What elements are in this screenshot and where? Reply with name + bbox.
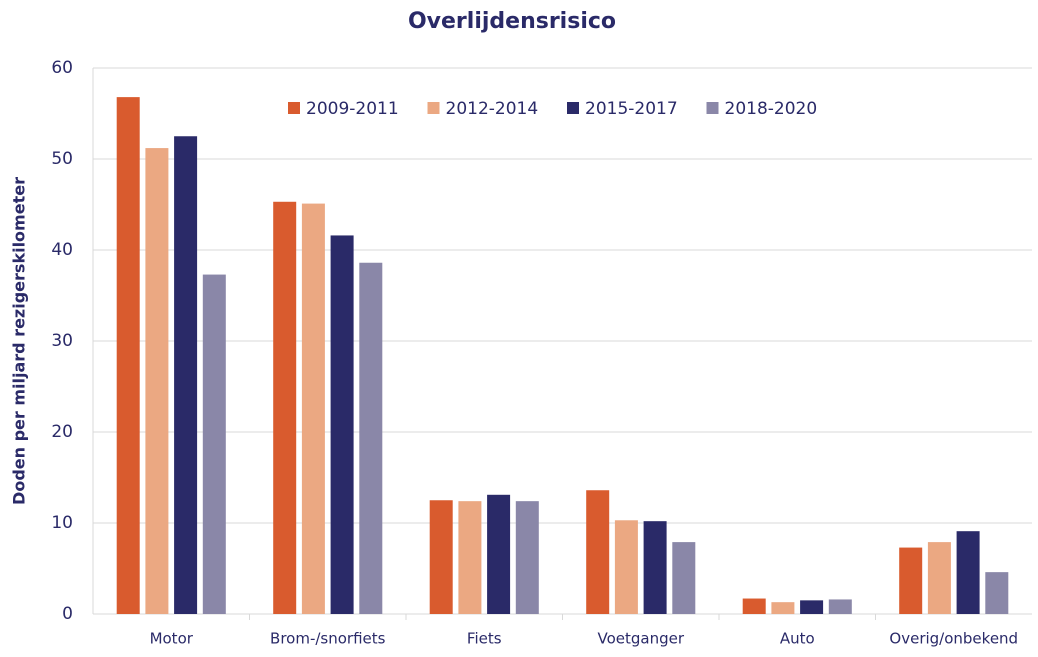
y-tick-label: 40 [51, 240, 73, 260]
x-tick-label: Motor [150, 630, 194, 648]
legend-swatch [706, 102, 719, 114]
legend-label: 2015-2017 [585, 99, 678, 119]
bar [899, 547, 923, 614]
bar [956, 531, 980, 614]
bar [359, 262, 383, 614]
y-tick-label: 50 [51, 149, 73, 169]
y-axis-label: Doden per miljard rezigerskilometer [10, 177, 29, 505]
bar [672, 542, 696, 614]
bar [742, 598, 766, 614]
legend-label: 2012-2014 [446, 99, 539, 119]
bar [116, 97, 140, 615]
x-tick-label: Voetganger [597, 630, 684, 648]
y-tick-label: 10 [51, 513, 73, 533]
bar [429, 500, 453, 614]
bar [273, 201, 297, 614]
y-tick-label: 20 [51, 422, 73, 442]
legend-label: 2009-2011 [306, 99, 399, 119]
bar [458, 501, 482, 614]
legend-swatch [288, 102, 300, 114]
bar [515, 501, 539, 614]
bar [301, 203, 325, 614]
y-tick-label: 60 [51, 58, 73, 78]
y-tick-label: 30 [51, 331, 73, 351]
bar [586, 490, 610, 614]
bar [174, 136, 198, 614]
x-tick-label: Fiets [467, 630, 502, 648]
legend-swatch [427, 102, 440, 114]
chart-title: Overlijdensrisico [408, 9, 616, 34]
legend-label: 2018-2020 [725, 99, 818, 119]
bar [487, 494, 511, 614]
bar [771, 602, 795, 614]
bar [330, 235, 354, 614]
x-tick-label: Brom-/snorfiets [270, 630, 386, 648]
bar [828, 599, 852, 614]
bar [643, 521, 667, 614]
bar [985, 572, 1009, 614]
x-tick-label: Auto [780, 630, 815, 648]
bar [202, 274, 226, 614]
legend-swatch [567, 102, 579, 114]
bar [614, 520, 638, 614]
x-tick-label: Overig/onbekend [889, 630, 1018, 648]
bar [800, 600, 824, 614]
bar [927, 542, 951, 614]
y-tick-label: 0 [62, 604, 73, 624]
bar [145, 148, 169, 614]
